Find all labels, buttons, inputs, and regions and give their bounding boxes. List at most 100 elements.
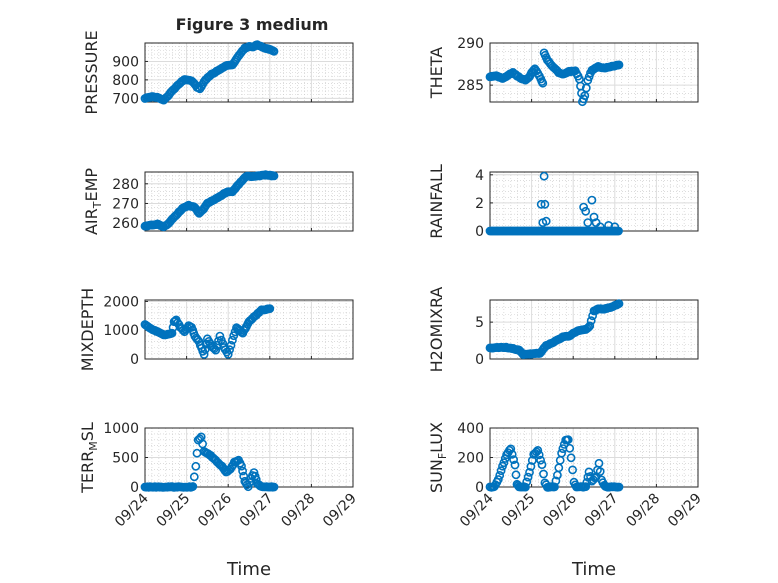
data-point — [526, 462, 536, 471]
data-point — [594, 458, 604, 468]
y-tick-label: 270 — [112, 196, 139, 212]
data-point — [191, 461, 201, 471]
y-tick-label: 400 — [457, 421, 484, 437]
data-point — [269, 171, 279, 181]
data-point — [509, 455, 518, 464]
y-tick-label: 0 — [475, 224, 484, 240]
data-point — [536, 455, 545, 465]
data-point — [189, 472, 199, 482]
data-point — [581, 206, 591, 216]
data-point — [265, 304, 275, 313]
data-point — [511, 470, 521, 480]
data-point — [610, 222, 620, 232]
y-tick-label: 260 — [112, 216, 139, 232]
x-tick-label: 09/24 — [112, 490, 152, 530]
x-tick-label: 09/25 — [154, 491, 194, 531]
data-point — [581, 482, 591, 492]
plot-area — [144, 42, 354, 103]
data-point — [533, 445, 543, 455]
data-point — [522, 477, 532, 487]
data-point — [587, 195, 597, 205]
data-point — [225, 345, 234, 355]
data-point — [527, 456, 537, 465]
data-point — [269, 482, 279, 492]
plot-area — [144, 171, 354, 232]
y-tick-label: 5 — [475, 315, 484, 331]
data-point — [585, 321, 595, 331]
y-tick-label: 0 — [475, 480, 484, 496]
data-point — [538, 78, 548, 88]
subplot-grid: 700 800 900 PRESSURE 285 290 THETA 260 270 280 AIR… — [78, 30, 705, 580]
y-axis-label: RAINFALL — [427, 164, 446, 239]
data-point — [539, 469, 548, 479]
data-point — [251, 475, 261, 484]
data-point — [496, 466, 506, 476]
subplot-pressure: 700 800 900 PRESSURE — [82, 30, 354, 115]
y-axis-label: H2OMIXRA — [427, 287, 446, 373]
data-point — [167, 328, 177, 338]
y-tick-label: 290 — [457, 36, 484, 52]
data-point — [235, 326, 245, 336]
subplot-theta: 285 290 THETA — [427, 36, 699, 107]
data-point — [200, 345, 210, 354]
data-point — [551, 476, 561, 486]
y-tick-label: 0 — [130, 352, 139, 368]
data-point — [223, 349, 233, 359]
data-point — [211, 345, 221, 355]
subplot-mixdepth: 0 1000 2000 MIXDEPTH — [78, 288, 354, 371]
data-point — [614, 299, 624, 309]
data-point — [566, 453, 576, 463]
y-tick-label: 4 — [475, 168, 484, 184]
data-point — [188, 482, 198, 491]
y-tick-label: 1000 — [103, 421, 139, 437]
data-point — [510, 460, 520, 470]
data-point — [521, 482, 530, 492]
data-point — [534, 450, 544, 460]
y-tick-label: 0 — [130, 480, 139, 496]
data-point — [589, 212, 599, 222]
y-tick-label: 800 — [112, 73, 139, 89]
data-point — [565, 443, 575, 453]
x-tick-label: 09/29 — [665, 491, 705, 531]
data-point — [595, 222, 605, 232]
subplot-sun-flux: 0 200 400 SUNFLUX 09/24 09/25 09/26 09/27 09/28 0… — [427, 421, 705, 580]
data-point — [227, 335, 237, 345]
data-point — [536, 199, 546, 209]
data-point — [226, 340, 236, 350]
y-tick-label: 2 — [475, 196, 484, 212]
y-axis-label: THETA — [427, 47, 446, 99]
data-point — [525, 467, 534, 477]
subplot-air-temp: 260 270 280 AIRTEMP — [82, 168, 354, 235]
plot-area — [489, 171, 699, 232]
data-point — [499, 458, 509, 468]
x-tick-label: 09/25 — [499, 491, 539, 531]
y-tick-label: 2000 — [103, 294, 139, 310]
x-tick-label: 09/26 — [540, 490, 580, 530]
y-tick-label: 900 — [112, 54, 139, 70]
data-point — [579, 202, 588, 212]
x-tick-label: 09/26 — [195, 490, 235, 530]
data-point — [269, 46, 279, 56]
x-tick-label: 09/28 — [278, 491, 318, 531]
x-axis-label: Time — [226, 559, 271, 580]
x-tick-label: 09/24 — [457, 490, 497, 530]
y-axis-label: AIRTEMP — [82, 168, 104, 235]
data-point — [506, 444, 516, 454]
y-axis-label: SUNFLUX — [427, 422, 449, 493]
data-point — [229, 331, 239, 341]
y-tick-label: 500 — [112, 451, 139, 467]
subplot-rainfall: 0 2 4 RAINFALL — [427, 164, 699, 240]
x-tick-label: 09/27 — [582, 491, 622, 531]
subplot-h2omixra: 0 5 H2OMIXRA — [427, 287, 699, 373]
data-point — [507, 449, 517, 459]
data-point — [540, 199, 550, 209]
y-axis-label: TERRMSL — [78, 422, 100, 494]
data-point — [584, 467, 594, 477]
x-axis-label: Time — [571, 559, 616, 580]
data-point — [495, 470, 505, 480]
data-point — [523, 472, 533, 482]
data-point — [238, 466, 247, 476]
data-point — [541, 216, 551, 226]
data-point — [595, 467, 605, 476]
